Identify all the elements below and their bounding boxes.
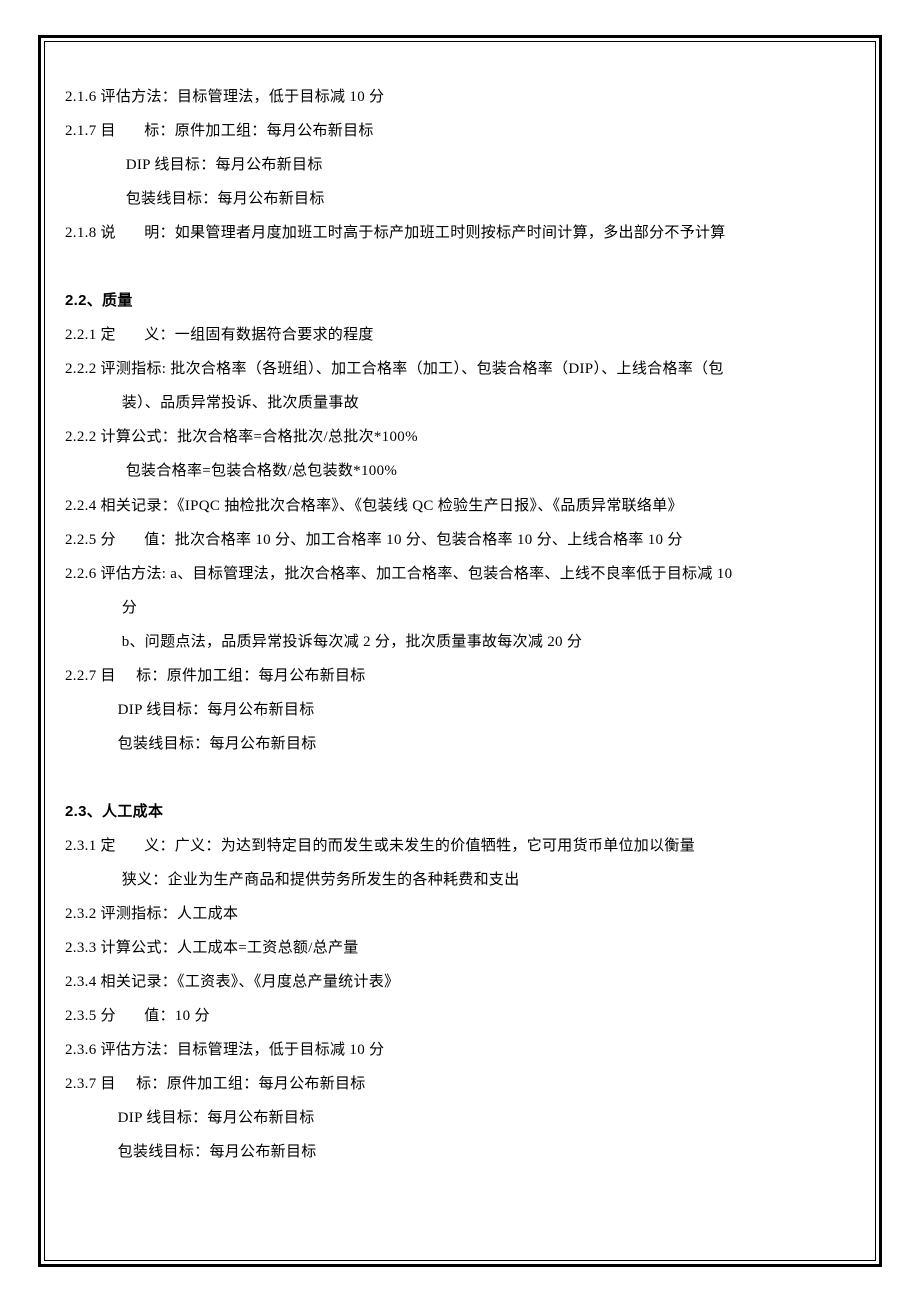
item-2-3-7-line1: 2.3.7 目 标：原件加工组：每月公布新目标 bbox=[65, 1067, 855, 1101]
item-2-3-1-line1: 2.3.1 定 义：广义：为达到特定目的而发生或未发生的价值牺牲，它可用货币单位… bbox=[65, 829, 855, 863]
item-2-2-7-line1: 2.2.7 目 标：原件加工组：每月公布新目标 bbox=[65, 659, 855, 693]
item-2-3-7-line3: 包装线目标：每月公布新目标 bbox=[65, 1135, 855, 1169]
item-2-1-6: 2.1.6 评估方法：目标管理法，低于目标减 10 分 bbox=[65, 80, 855, 114]
item-2-1-7-line2: DIP 线目标：每月公布新目标 bbox=[65, 148, 855, 182]
item-2-2-4: 2.2.4 相关记录：《IPQC 抽检批次合格率》、《包装线 QC 检验生产日报… bbox=[65, 489, 855, 523]
item-2-3-5: 2.3.5 分 值：10 分 bbox=[65, 999, 855, 1033]
page-inner-border: 2.1.6 评估方法：目标管理法，低于目标减 10 分 2.1.7 目 标：原件… bbox=[44, 41, 876, 1261]
item-2-2-6-line3: b、问题点法，品质异常投诉每次减 2 分，批次质量事故每次减 20 分 bbox=[65, 625, 855, 659]
section-spacer bbox=[65, 250, 855, 284]
item-2-2-6-line1: 2.2.6 评估方法: a、目标管理法，批次合格率、加工合格率、包装合格率、上线… bbox=[65, 557, 855, 591]
item-2-1-7-line1: 2.1.7 目 标：原件加工组：每月公布新目标 bbox=[65, 114, 855, 148]
page-outer-border: 2.1.6 评估方法：目标管理法，低于目标减 10 分 2.1.7 目 标：原件… bbox=[38, 35, 882, 1267]
item-2-3-1-line2: 狭义：企业为生产商品和提供劳务所发生的各种耗费和支出 bbox=[65, 863, 855, 897]
item-2-2-2b-line1: 2.2.2 计算公式：批次合格率=合格批次/总批次*100% bbox=[65, 420, 855, 454]
item-2-2-7-line3: 包装线目标：每月公布新目标 bbox=[65, 727, 855, 761]
item-2-2-5: 2.2.5 分 值：批次合格率 10 分、加工合格率 10 分、包装合格率 10… bbox=[65, 523, 855, 557]
item-2-1-7-line3: 包装线目标：每月公布新目标 bbox=[65, 182, 855, 216]
item-2-3-7-line2: DIP 线目标：每月公布新目标 bbox=[65, 1101, 855, 1135]
heading-2-3: 2.3、人工成本 bbox=[65, 795, 855, 829]
item-2-3-3: 2.3.3 计算公式：人工成本=工资总额/总产量 bbox=[65, 931, 855, 965]
item-2-2-1: 2.2.1 定 义：一组固有数据符合要求的程度 bbox=[65, 318, 855, 352]
item-2-3-6: 2.3.6 评估方法：目标管理法，低于目标减 10 分 bbox=[65, 1033, 855, 1067]
item-2-2-7-line2: DIP 线目标：每月公布新目标 bbox=[65, 693, 855, 727]
section-spacer bbox=[65, 761, 855, 795]
item-2-3-2: 2.3.2 评测指标：人工成本 bbox=[65, 897, 855, 931]
heading-2-2: 2.2、质量 bbox=[65, 284, 855, 318]
item-2-2-2a-line2: 装）、品质异常投诉、批次质量事故 bbox=[65, 386, 855, 420]
item-2-2-6-line2: 分 bbox=[65, 591, 855, 625]
item-2-2-2b-line2: 包装合格率=包装合格数/总包装数*100% bbox=[65, 454, 855, 488]
item-2-1-8: 2.1.8 说 明：如果管理者月度加班工时高于标产加班工时则按标产时间计算，多出… bbox=[65, 216, 855, 250]
item-2-2-2a-line1: 2.2.2 评测指标: 批次合格率（各班组）、加工合格率（加工）、包装合格率（D… bbox=[65, 352, 855, 386]
document-content: 2.1.6 评估方法：目标管理法，低于目标减 10 分 2.1.7 目 标：原件… bbox=[65, 80, 855, 1169]
item-2-3-4: 2.3.4 相关记录：《工资表》、《月度总产量统计表》 bbox=[65, 965, 855, 999]
